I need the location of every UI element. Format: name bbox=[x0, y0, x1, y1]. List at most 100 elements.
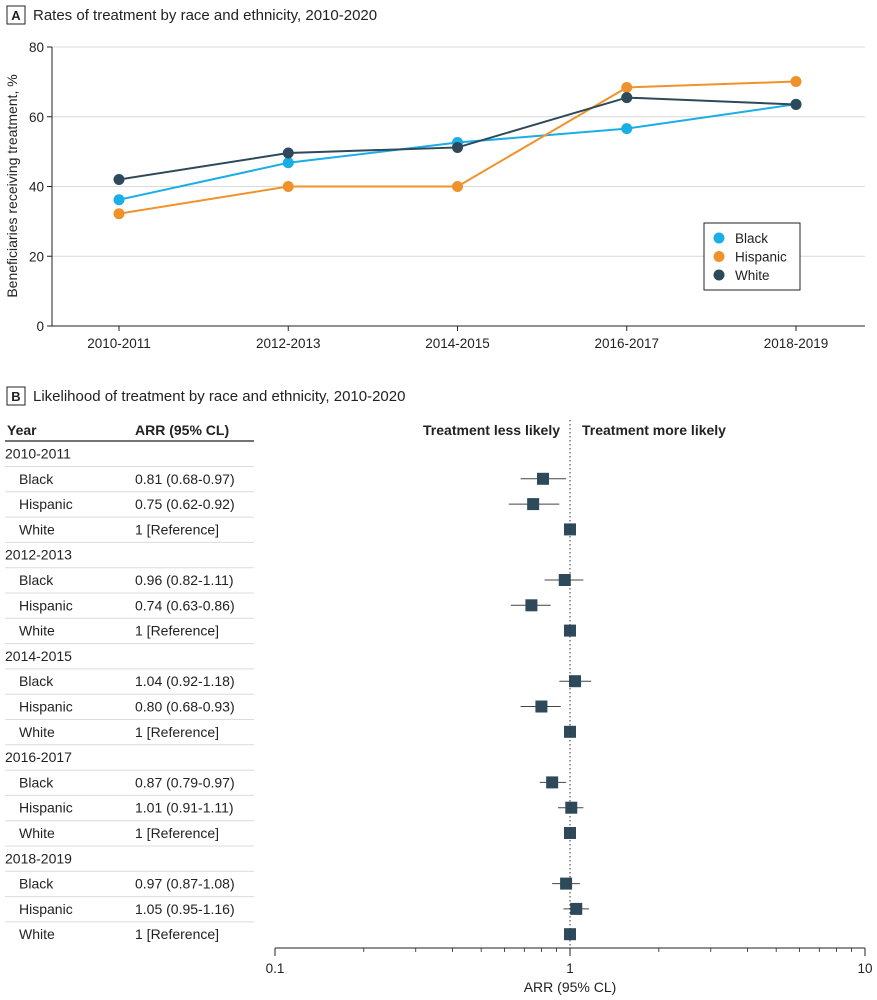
row-label: Black bbox=[19, 673, 54, 689]
forest-plot-marks bbox=[508, 472, 592, 941]
x-tick-label: 10 bbox=[857, 961, 872, 976]
row-arr-value: 0.96 (0.82-1.11) bbox=[135, 572, 234, 588]
x-tick-label: 2014-2015 bbox=[425, 336, 490, 351]
estimate-marker bbox=[560, 877, 573, 890]
legend-label-black: Black bbox=[735, 231, 768, 246]
estimate-marker bbox=[527, 498, 540, 511]
series-hispanic bbox=[113, 76, 802, 220]
y-tick-label: 0 bbox=[36, 319, 44, 334]
table-header-year: Year bbox=[7, 422, 37, 438]
legend-label-white: White bbox=[735, 268, 770, 283]
data-point-black bbox=[621, 123, 633, 135]
row-label: Hispanic bbox=[19, 901, 73, 917]
group-year-label: 2012-2013 bbox=[5, 547, 72, 563]
row-arr-value: 0.97 (0.87-1.08) bbox=[135, 876, 235, 892]
line-chart-legend: Black Hispanic White bbox=[703, 222, 801, 291]
x-tick-label: 2012-2013 bbox=[256, 336, 321, 351]
data-point-hispanic bbox=[282, 181, 294, 192]
panel-b-letter: B bbox=[11, 389, 20, 404]
estimate-marker bbox=[565, 801, 578, 814]
row-label: Black bbox=[19, 471, 54, 487]
legend-label-hispanic: Hispanic bbox=[735, 250, 787, 265]
estimate-marker bbox=[564, 624, 576, 637]
series-white bbox=[113, 92, 802, 186]
row-label: White bbox=[19, 521, 55, 537]
row-label: White bbox=[19, 623, 55, 639]
row-arr-value: 1.04 (0.92-1.18) bbox=[135, 673, 235, 689]
group-year-label: 2014-2015 bbox=[5, 648, 72, 664]
estimate-marker bbox=[546, 776, 559, 789]
data-point-hispanic bbox=[790, 76, 802, 88]
more-likely-label: Treatment more likely bbox=[582, 422, 726, 438]
row-label: Black bbox=[19, 876, 54, 892]
legend-swatch-hispanic bbox=[713, 251, 725, 262]
row-arr-value: 0.87 (0.79-0.97) bbox=[135, 774, 235, 790]
forest-plot-axis: 0.1 1 10 bbox=[266, 420, 873, 976]
row-label: Hispanic bbox=[19, 800, 73, 816]
x-tick-label: 1 bbox=[566, 961, 574, 976]
data-point-hispanic bbox=[452, 181, 463, 192]
group-year-label: 2010-2011 bbox=[5, 446, 71, 462]
panel-a-title: Rates of treatment by race and ethnicity… bbox=[33, 7, 377, 24]
data-point-white bbox=[621, 92, 633, 104]
group-year-label: 2016-2017 bbox=[5, 749, 72, 765]
row-arr-value: 1 [Reference] bbox=[135, 825, 219, 841]
panel-b-title: Likelihood of treatment by race and ethn… bbox=[33, 388, 405, 405]
x-tick-label: 2010-2011 bbox=[87, 336, 151, 351]
data-point-white bbox=[790, 99, 802, 111]
data-point-black bbox=[282, 157, 294, 169]
row-label: White bbox=[19, 724, 55, 740]
estimate-marker bbox=[535, 700, 548, 713]
row-arr-value: 1 [Reference] bbox=[135, 926, 219, 942]
y-tick-label: 80 bbox=[29, 40, 44, 55]
legend-swatch-white bbox=[713, 269, 725, 281]
data-point-hispanic bbox=[621, 81, 633, 93]
y-tick-label: 40 bbox=[29, 180, 44, 195]
forest-table-rows: 2010-2011 Black 0.81 (0.68-0.97) Hispanic 0.… bbox=[5, 446, 254, 942]
row-arr-value: 0.75 (0.62-0.92) bbox=[135, 496, 235, 512]
data-point-white bbox=[113, 174, 125, 186]
group-year-label: 2018-2019 bbox=[5, 850, 72, 866]
row-arr-value: 1 [Reference] bbox=[135, 724, 219, 740]
row-label: Hispanic bbox=[19, 496, 73, 512]
estimate-marker bbox=[525, 599, 538, 612]
x-tick-label: 2018-2019 bbox=[764, 336, 829, 351]
line-chart-series bbox=[113, 76, 802, 220]
x-tick-label: 2016-2017 bbox=[594, 336, 659, 351]
panel-b-letter-box bbox=[6, 386, 26, 406]
panel-b-header: B Likelihood of treatment by race and et… bbox=[6, 386, 405, 406]
estimate-marker bbox=[569, 675, 582, 688]
x-tick-label: 0.1 bbox=[266, 961, 285, 976]
row-label: White bbox=[19, 926, 55, 942]
row-arr-value: 1.01 (0.91-1.11) bbox=[135, 800, 234, 816]
line-chart-y-axis-title: Beneficiaries receiving treatment, % bbox=[4, 74, 20, 297]
row-label: Black bbox=[19, 572, 54, 588]
data-point-white bbox=[452, 141, 463, 153]
row-label: Black bbox=[19, 774, 54, 790]
row-arr-value: 1 [Reference] bbox=[135, 623, 219, 639]
row-arr-value: 0.74 (0.63-0.86) bbox=[135, 597, 235, 613]
estimate-marker bbox=[537, 472, 550, 485]
data-point-black bbox=[113, 194, 125, 206]
row-label: Hispanic bbox=[19, 699, 73, 715]
estimate-marker bbox=[558, 574, 571, 586]
y-tick-label: 60 bbox=[29, 110, 44, 125]
row-arr-value: 0.81 (0.68-0.97) bbox=[135, 471, 235, 487]
less-likely-label: Treatment less likely bbox=[423, 422, 560, 438]
legend-swatch-black bbox=[713, 232, 725, 244]
table-header-arr: ARR (95% CL) bbox=[135, 422, 229, 438]
row-arr-value: 1 [Reference] bbox=[135, 521, 219, 537]
panel-a-letter-box bbox=[6, 5, 26, 25]
estimate-marker bbox=[564, 725, 576, 738]
estimate-marker bbox=[570, 902, 583, 915]
estimate-marker bbox=[564, 928, 576, 941]
row-arr-value: 0.80 (0.68-0.93) bbox=[135, 699, 235, 715]
row-label: Hispanic bbox=[19, 597, 73, 613]
line-chart-axes: 0 20 40 60 80 2010-2011 2012-2013 2014-2015 2016… bbox=[29, 40, 865, 351]
row-arr-value: 1.05 (0.95-1.16) bbox=[135, 901, 235, 917]
forest-x-axis-title: ARR (95% CL) bbox=[524, 979, 617, 995]
row-label: White bbox=[19, 825, 55, 841]
y-tick-label: 20 bbox=[29, 249, 44, 264]
data-point-white bbox=[282, 147, 294, 159]
